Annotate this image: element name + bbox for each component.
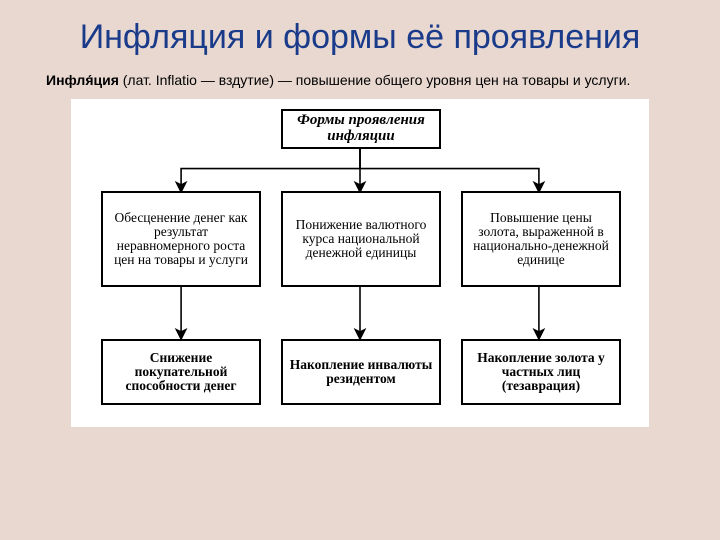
node-root: Формы проявления инфляции [281, 109, 441, 149]
node-bot-2: Накопление инвалюты резидентом [281, 339, 441, 405]
definition-rest: (лат. Inflatio — вздутие) — повышение об… [119, 72, 631, 88]
definition-term: Инфля́ция [46, 72, 119, 88]
definition-text: Инфля́ция (лат. Inflatio — вздутие) — по… [46, 71, 674, 90]
node-bot-3: Накопление золота у частных лиц (тезавра… [461, 339, 621, 405]
diagram: Формы проявления инфляции Обесценение де… [71, 99, 649, 427]
slide-title: Инфляция и формы её проявления [40, 18, 680, 57]
diagram-container: Формы проявления инфляции Обесценение де… [70, 98, 650, 428]
node-bot-1: Снижение покупательной способности денег [101, 339, 261, 405]
node-mid-1: Обесценение денег как результат неравном… [101, 191, 261, 287]
slide: Инфляция и формы её проявления Инфля́ция… [0, 0, 720, 540]
node-mid-3: Повышение цены золота, выраженной в наци… [461, 191, 621, 287]
node-mid-2: Понижение валютного курса национальной д… [281, 191, 441, 287]
